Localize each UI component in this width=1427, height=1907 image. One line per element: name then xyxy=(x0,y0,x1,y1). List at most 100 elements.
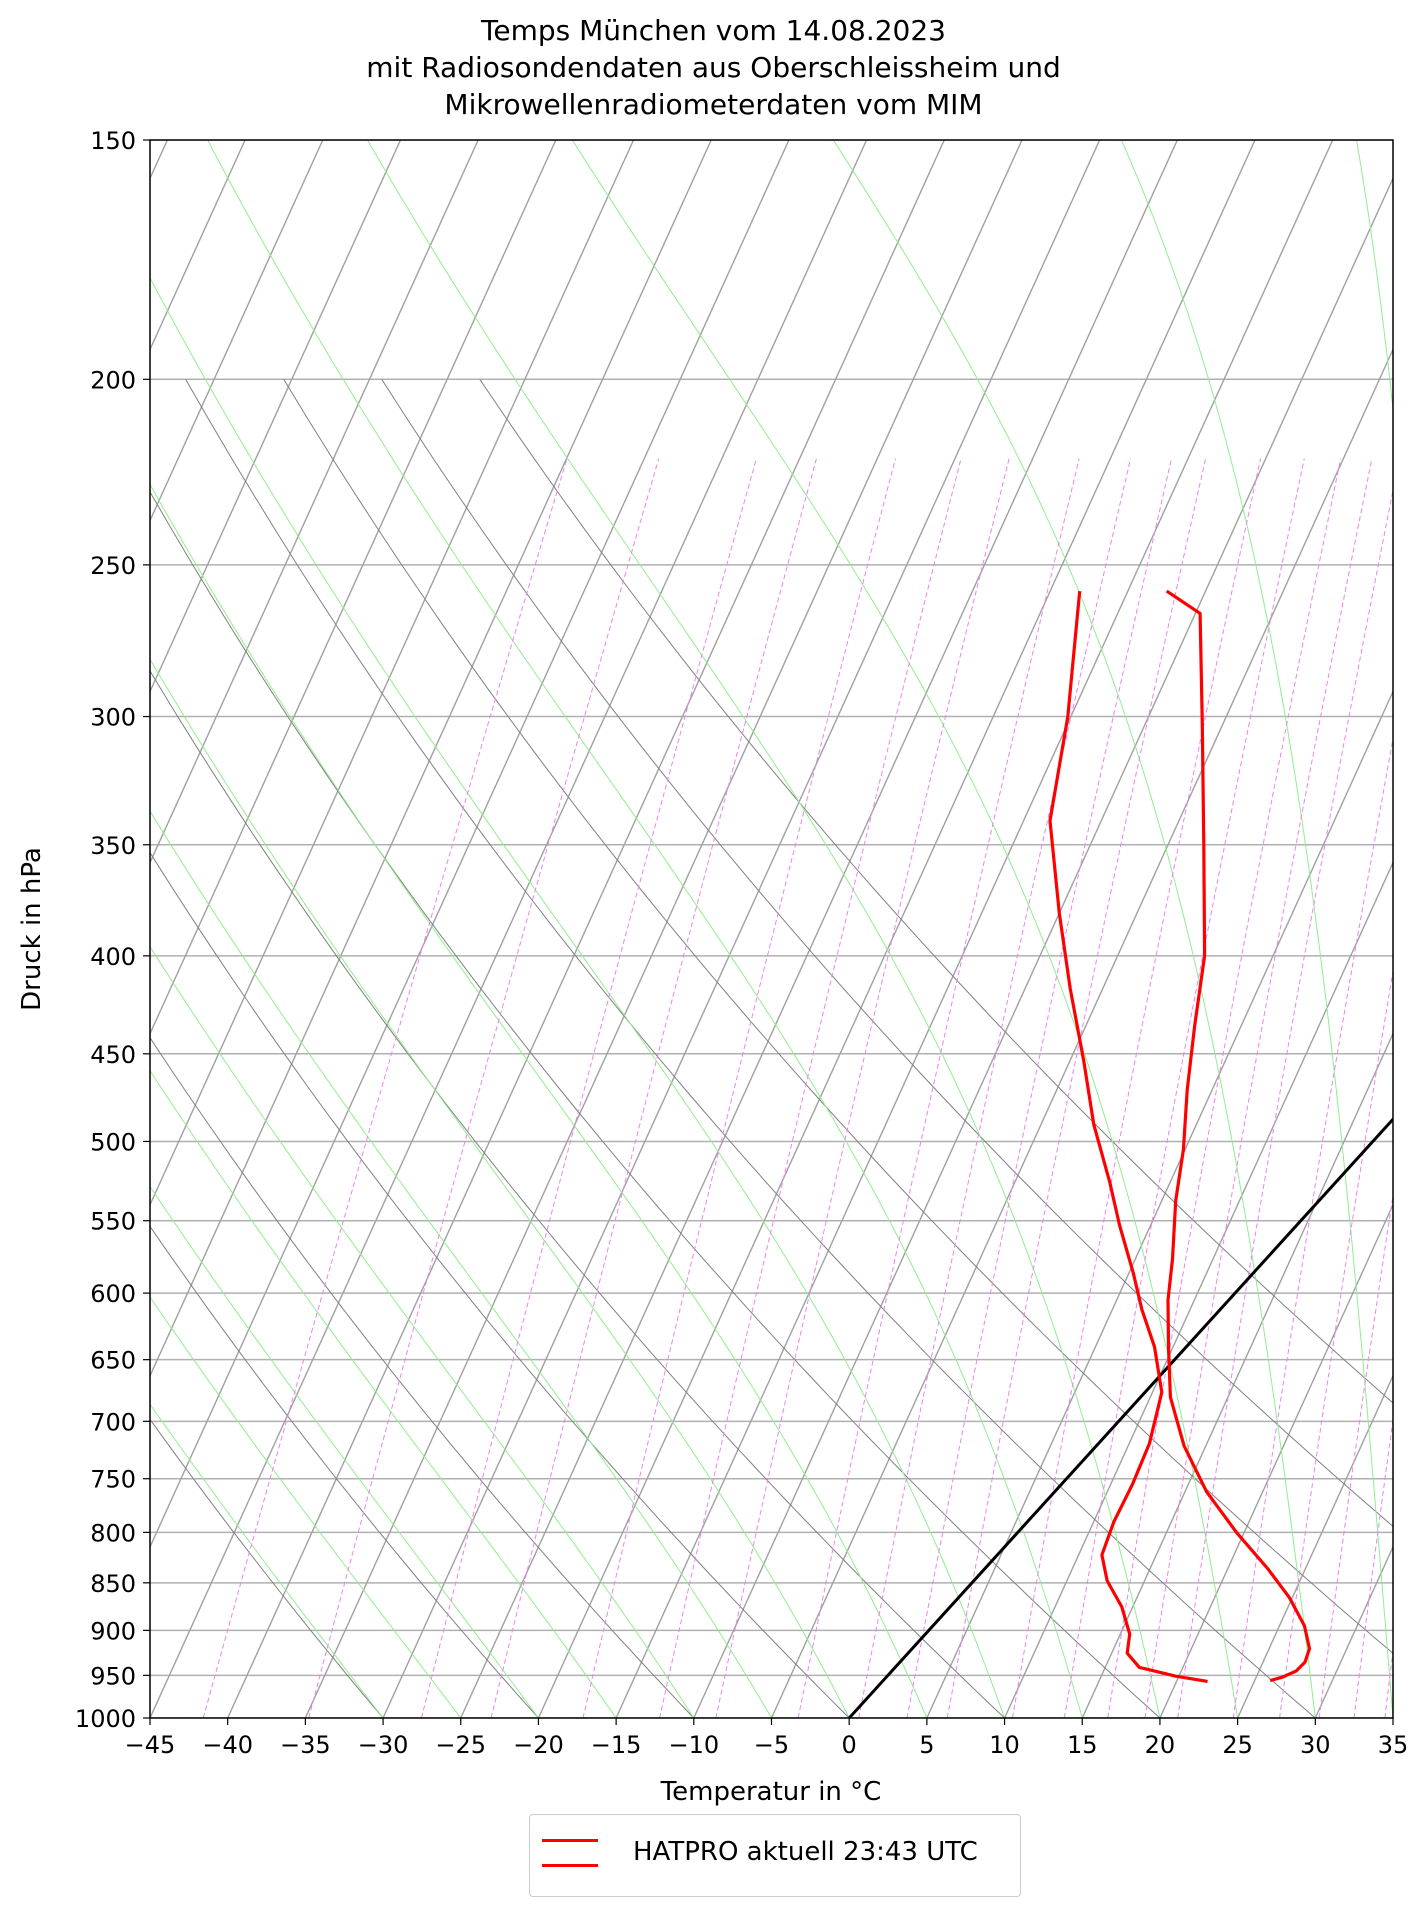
legend-label: HATPRO aktuell 23:43 UTC xyxy=(633,1837,978,1867)
y-tick-label: 200 xyxy=(90,366,136,394)
isotherm-line xyxy=(304,140,1023,1718)
mixing-ratio-line xyxy=(1144,458,1373,1718)
zero-isotherm-line xyxy=(848,1117,1393,1718)
y-axis-label: Druck in hPa xyxy=(17,847,47,1011)
mixing-ratio-line xyxy=(308,458,660,1718)
mixing-ratio-line xyxy=(582,458,896,1718)
mixing-ratio-line xyxy=(715,458,1010,1718)
mixing-ratio-line xyxy=(797,458,1080,1718)
x-tick-label: −40 xyxy=(202,1731,253,1759)
dry-adiabat-line xyxy=(283,379,1393,1654)
x-axis-label: Temperatur in °C xyxy=(660,1777,882,1807)
data-lines xyxy=(848,589,1393,1718)
dry-adiabat-line xyxy=(150,1418,384,1718)
isotherm-line xyxy=(1392,1716,1393,1718)
title-line-3: Mikrowellenradiometerdaten vom MIM xyxy=(444,88,983,121)
mixing-ratio-line xyxy=(202,458,568,1718)
mixing-ratio-line xyxy=(1353,1416,1393,1718)
x-tick-label: −35 xyxy=(280,1731,331,1759)
mixing-ratio-line xyxy=(1177,487,1393,1718)
y-tick-label: 450 xyxy=(90,1041,136,1069)
moist-adiabat-line xyxy=(1356,140,1393,414)
mixing-ratio-line xyxy=(1384,1646,1393,1718)
isotherm-line xyxy=(0,140,12,1718)
moist-adiabat-line xyxy=(150,810,772,1718)
title-line-1: Temps München vom 14.08.2023 xyxy=(481,14,946,47)
y-tick-label: 600 xyxy=(90,1280,136,1308)
x-tick-label: −10 xyxy=(668,1731,719,1759)
legend-line-dewpoint xyxy=(542,1864,598,1867)
y-tick-label: 250 xyxy=(90,552,136,580)
isotherm-line xyxy=(382,140,1101,1718)
moist-adiabat-line xyxy=(150,1296,462,1718)
mixing-ratio-line xyxy=(946,458,1207,1718)
isotherm-line xyxy=(227,140,945,1718)
x-tick-label: 10 xyxy=(989,1731,1020,1759)
isotherm-line xyxy=(150,140,557,1036)
background-lines xyxy=(0,140,1427,1718)
y-tick-label: 1000 xyxy=(75,1705,136,1733)
x-tick-label: −5 xyxy=(754,1731,789,1759)
y-tick-label: 750 xyxy=(90,1466,136,1494)
isotherm-line xyxy=(1159,1203,1393,1718)
moist-adiabat-line xyxy=(832,140,1316,1718)
dry-adiabat-line xyxy=(150,1036,695,1718)
moist-adiabat-line xyxy=(366,140,1161,1718)
moist-adiabat-line xyxy=(150,658,850,1718)
y-tick-label: 700 xyxy=(90,1408,136,1436)
dry-adiabat-line xyxy=(150,1225,539,1718)
dry-adiabat-line xyxy=(150,490,1161,1718)
x-tick-label: 0 xyxy=(842,1731,857,1759)
mixing-ratio-line xyxy=(1279,968,1393,1718)
plot-frame xyxy=(149,139,1394,1719)
moist-adiabat-line xyxy=(207,140,1083,1718)
mixing-ratio-line xyxy=(1107,458,1342,1718)
moist-adiabat-line xyxy=(150,276,1006,1718)
isotherm-line xyxy=(150,140,790,1549)
isotherm-line xyxy=(150,140,324,523)
x-tick-label: 35 xyxy=(1378,1731,1409,1759)
isotherm-line xyxy=(693,176,1393,1718)
mixing-ratio-line xyxy=(659,458,962,1718)
isotherm-line xyxy=(926,689,1393,1718)
isotherm-line xyxy=(770,347,1393,1718)
y-tick-label: 150 xyxy=(90,127,136,155)
y-tick-label: 900 xyxy=(90,1617,136,1645)
x-tick-label: 25 xyxy=(1222,1731,1253,1759)
isotherm-line xyxy=(150,140,479,865)
mixing-ratio-line xyxy=(1232,736,1393,1718)
x-tick-label: 15 xyxy=(1067,1731,1098,1759)
dry-adiabat-line xyxy=(479,379,1393,1404)
legend: HATPRO aktuell 23:43 UTC xyxy=(529,1814,1021,1897)
isotherm-line xyxy=(1081,1032,1393,1718)
isotherm-line xyxy=(1003,860,1393,1718)
dry-adiabat-line xyxy=(150,851,850,1718)
mixing-ratio-line xyxy=(906,458,1172,1718)
y-tick-label: 850 xyxy=(90,1570,136,1598)
y-tick-label: 550 xyxy=(90,1208,136,1236)
y-tick-label: 950 xyxy=(90,1662,136,1690)
mixing-ratio-line xyxy=(1413,459,1427,1718)
isotherm-line xyxy=(615,140,1334,1718)
moist-adiabat-line xyxy=(150,1185,539,1718)
mixing-ratio-line xyxy=(1012,458,1262,1718)
x-tick-label: 30 xyxy=(1300,1731,1331,1759)
mixing-ratio-line xyxy=(420,458,757,1718)
y-tick-label: 500 xyxy=(90,1128,136,1156)
y-tick-label: 350 xyxy=(90,832,136,860)
isotherm-line xyxy=(537,140,1256,1718)
isotherm-line xyxy=(150,140,868,1718)
moist-adiabat-line xyxy=(571,140,1239,1718)
chart-title: Temps München vom 14.08.2023 mit Radioso… xyxy=(0,12,1427,123)
isotherm-line xyxy=(150,140,635,1207)
y-tick-label: 800 xyxy=(90,1519,136,1547)
legend-line-temperature xyxy=(542,1839,598,1842)
moist-adiabat-line xyxy=(150,1069,617,1718)
x-tick-label: 20 xyxy=(1145,1731,1176,1759)
temperature-line xyxy=(1165,589,1312,1683)
axes: −45 −40 −35 −30 −25 −20 −15 −10 −5 0 5 10 15 20 25 30 35… xyxy=(75,127,1408,1759)
y-tick-label: 300 xyxy=(90,704,136,732)
moist-adiabat-line xyxy=(150,945,695,1718)
isotherm-line xyxy=(1314,1545,1393,1718)
isotherm-line xyxy=(150,140,402,694)
